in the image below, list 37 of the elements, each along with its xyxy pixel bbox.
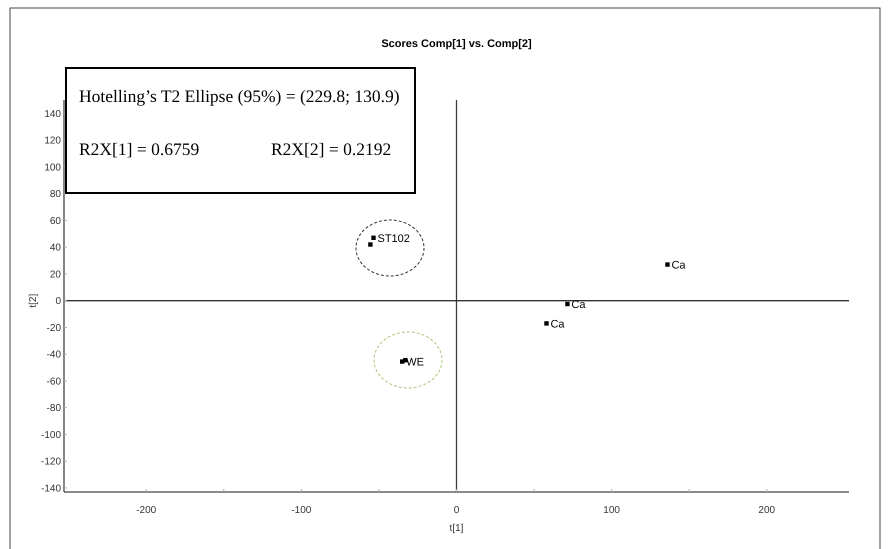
- annotation: R2X[2] = 0.2192: [271, 139, 392, 159]
- y-tick-label: -100: [40, 430, 62, 441]
- y-tick-label: 140: [44, 108, 62, 120]
- y-tick-label: 40: [50, 242, 62, 254]
- y-tick-label: -80: [46, 403, 62, 414]
- series-label: Ca: [671, 260, 686, 272]
- y-tick-label: -140: [40, 483, 62, 494]
- x-tick-label: -200: [136, 505, 157, 516]
- point: [368, 242, 373, 247]
- text-box: Hotelling’s T2 Ellipse (95%) = (229.8; 130.9) R2X[1] = 0.6759 R2X[2] = 0.2192: [65, 67, 416, 194]
- y-tick-label: 0: [55, 296, 62, 308]
- text: Ca: [550, 318, 565, 330]
- text: Ca: [571, 299, 586, 312]
- y-tick-label: -40: [46, 350, 62, 361]
- y-tick-label: 120: [44, 136, 62, 147]
- x-axis-title: t[1]: [450, 523, 464, 534]
- x-tick-label: 200: [758, 505, 776, 516]
- annotation: R2X[1] = 0.6759: [79, 139, 200, 159]
- point: [665, 262, 670, 267]
- x-tick-label: -100: [291, 505, 312, 516]
- y-tick-label: -20: [46, 322, 62, 334]
- chart-title: Scores Comp[1] vs. Comp[2]: [381, 38, 532, 50]
- annotation: Hotelling’s T2 Ellipse (95%) = (229.8; 130.9): [79, 86, 400, 106]
- y-tick-label: -60: [46, 376, 62, 388]
- y-axis-title: t[2]: [28, 294, 39, 308]
- x-tick-label: 0: [454, 505, 460, 516]
- point: [544, 321, 549, 326]
- point: [565, 302, 570, 306]
- y-tick-label: 20: [50, 269, 62, 280]
- y-tick-label: 100: [44, 162, 62, 174]
- x-tick-label: 100: [603, 505, 620, 516]
- y-tick-label: 80: [50, 189, 62, 200]
- series-label: WE: [406, 356, 424, 369]
- y-tick-label: 60: [50, 216, 62, 227]
- y-tick-label: -120: [40, 456, 62, 468]
- series-label: ST102: [378, 232, 410, 245]
- point: [371, 236, 376, 240]
